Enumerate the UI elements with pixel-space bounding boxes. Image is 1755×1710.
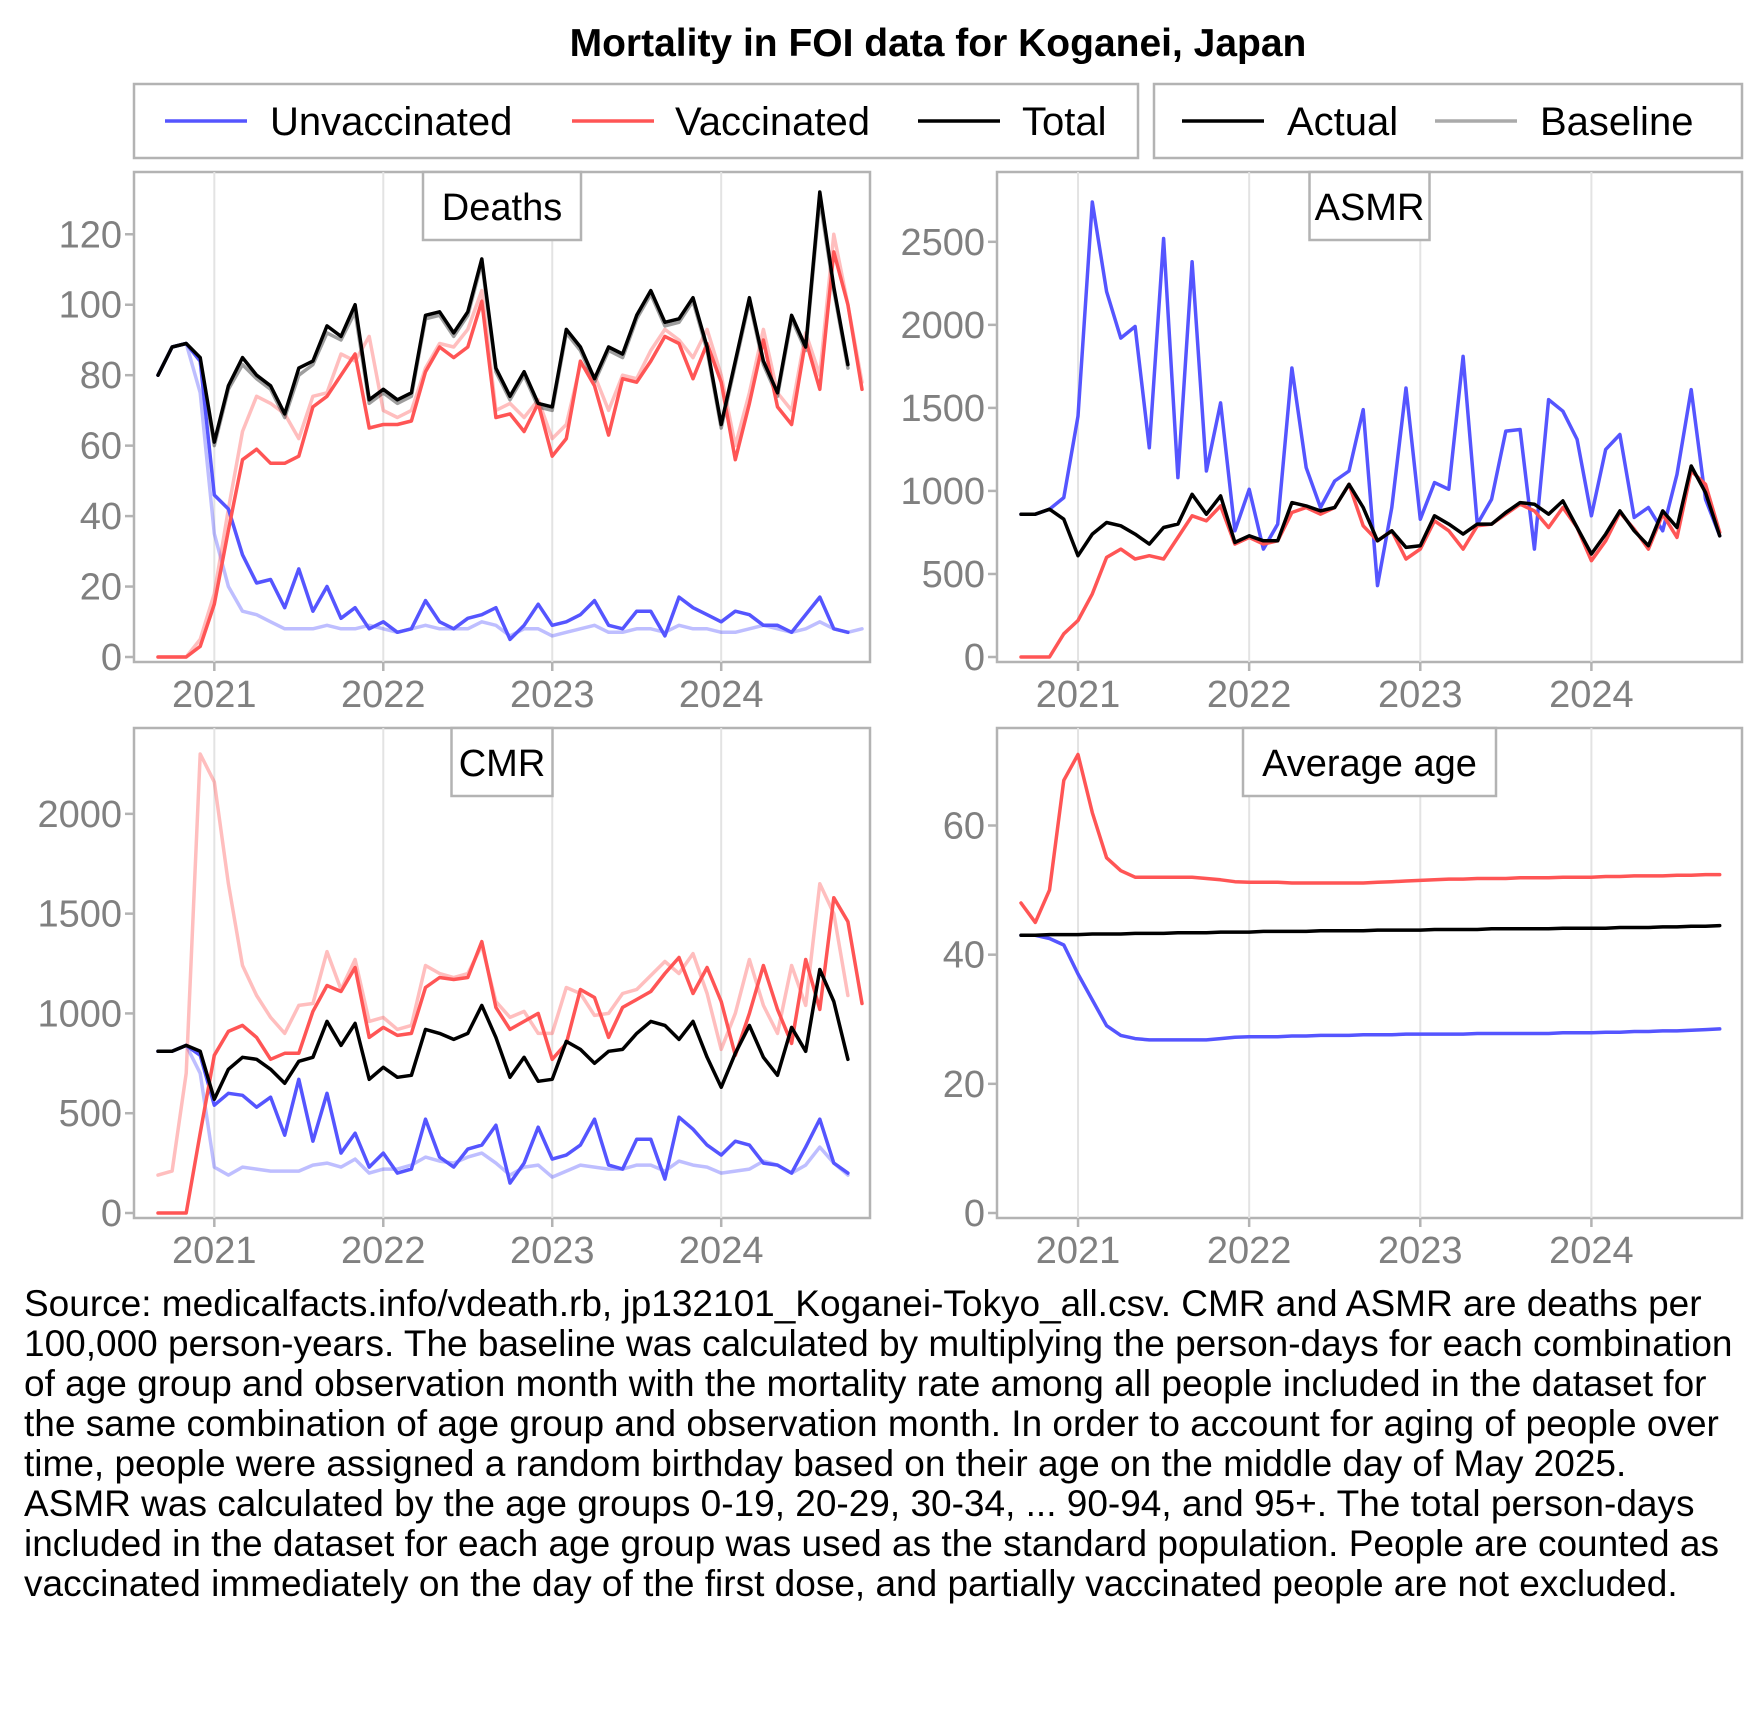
panel-title-box [1308, 170, 1431, 242]
x-tick-label: 2023 [1378, 674, 1463, 716]
x-tick-label: 2024 [679, 674, 764, 716]
series-line-unvaccinated-actual [1019, 200, 1722, 588]
y-tick-label: 80 [80, 355, 122, 397]
y-tick-label: 500 [922, 554, 985, 596]
series-line-unvaccinated-actual [156, 1043, 850, 1185]
panels: 0 20 40 60 80 100 120 2021 2022 2023 2024 Deaths 0 50… [37, 170, 1744, 1272]
chart-title: Mortality in FOI data for Koganei, Japan [570, 22, 1307, 65]
y-tick-label: 1500 [37, 894, 122, 936]
y-tick-label: 40 [943, 935, 985, 977]
x-tick-label: 2021 [172, 1230, 257, 1272]
series-line-total-actual [156, 190, 850, 444]
panel-title: Deaths [442, 187, 562, 229]
y-tick-label: 0 [964, 637, 985, 679]
y-tick-label: 20 [80, 567, 122, 609]
series-line-vaccinated-baseline [156, 232, 864, 659]
legend-label-actual: Actual [1287, 100, 1398, 144]
legend-label-unvaccinated: Unvaccinated [270, 100, 512, 144]
panel-title-box [1241, 726, 1498, 798]
series-line-total-actual [1019, 464, 1722, 558]
y-tick-label: 40 [80, 496, 122, 538]
y-tick-label: 2500 [900, 222, 985, 264]
x-tick-label: 2022 [1207, 1230, 1292, 1272]
panel-frame [995, 170, 1744, 664]
series-line-total-actual [1019, 923, 1722, 938]
x-tick-label: 2022 [1207, 674, 1292, 716]
series-line-vaccinated-actual [156, 895, 864, 1215]
legend-label-baseline: Baseline [1540, 100, 1693, 144]
x-tick-label: 2021 [1036, 1230, 1121, 1272]
y-tick-label: 20 [943, 1064, 985, 1106]
x-tick-label: 2022 [341, 674, 426, 716]
series-line-unvaccinated-actual [156, 341, 850, 642]
series-line-vaccinated-actual [1019, 752, 1722, 925]
y-tick-label: 1000 [37, 993, 122, 1035]
panel-title: CMR [459, 743, 546, 785]
y-tick-label: 0 [101, 637, 122, 679]
series-line-unvaccinated-actual [1019, 933, 1722, 1042]
panel-title: ASMR [1315, 187, 1425, 229]
panel-asmr: 0 500 1000 1500 2000 2500 2021 2022 2023 2024 ASMR [900, 170, 1744, 716]
x-tick-label: 2024 [679, 1230, 764, 1272]
panel-title-box [421, 170, 583, 242]
panel-title-box [450, 726, 554, 798]
y-tick-label: 60 [943, 806, 985, 848]
y-tick-label: 1500 [900, 388, 985, 430]
y-tick-label: 120 [59, 214, 122, 256]
x-tick-label: 2024 [1549, 1230, 1634, 1272]
x-tick-label: 2021 [172, 674, 257, 716]
y-tick-label: 2000 [37, 794, 122, 836]
series-line-vaccinated-baseline [156, 752, 850, 1177]
series-line-vaccinated-actual [1019, 469, 1722, 659]
x-tick-label: 2024 [1549, 674, 1634, 716]
y-tick-label: 1000 [900, 471, 985, 513]
panel-title: Average age [1262, 743, 1477, 785]
legend-label-total: Total [1022, 100, 1107, 144]
panel-frame [995, 726, 1744, 1220]
y-tick-label: 0 [964, 1193, 985, 1235]
panel-deaths: 0 20 40 60 80 100 120 2021 2022 2023 2024 Deaths [59, 170, 872, 716]
x-tick-label: 2022 [341, 1230, 426, 1272]
x-tick-label: 2023 [510, 1230, 595, 1272]
panel-average-age: 0 20 40 60 2021 2022 2023 2024 Average age [943, 726, 1744, 1272]
source-caption: Source: medicalfacts.info/vdeath.rb, jp1… [24, 1283, 1733, 1604]
series-line-vaccinated-actual [156, 250, 864, 659]
x-tick-label: 2023 [510, 674, 595, 716]
series-line-total-actual [156, 967, 850, 1101]
y-tick-label: 2000 [900, 305, 985, 347]
y-tick-label: 100 [59, 285, 122, 327]
y-tick-label: 0 [101, 1193, 122, 1235]
y-tick-label: 500 [59, 1093, 122, 1135]
x-tick-label: 2023 [1378, 1230, 1463, 1272]
panel-frame [132, 726, 872, 1220]
x-tick-label: 2021 [1036, 674, 1121, 716]
panel-cmr: 0 500 1000 1500 2000 2021 2022 2023 2024 CMR [37, 726, 872, 1272]
series-line-unvaccinated-baseline [156, 1043, 850, 1179]
legend-label-vaccinated: Vaccinated [675, 100, 870, 144]
y-tick-label: 60 [80, 426, 122, 468]
legend: Unvaccinated Vaccinated Total Actual Baselin… [132, 82, 1744, 160]
